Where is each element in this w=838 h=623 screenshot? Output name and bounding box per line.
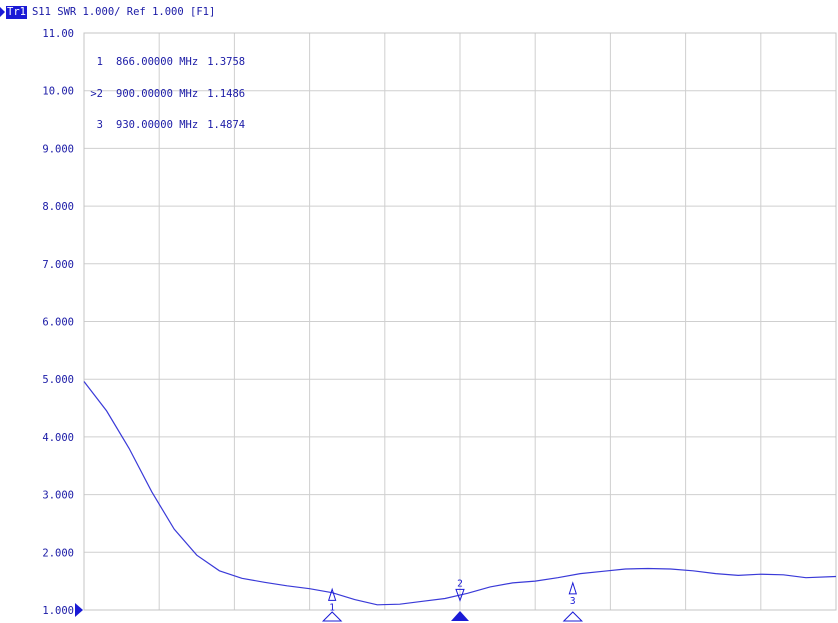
marker-row-3: 3 930.00000 MHz 1.4874 [89,120,245,131]
trace-header: Tr1 S11 SWR 1.000/ Ref 1.000 [F1] [0,4,215,20]
active-trace-arrow-icon [0,7,5,17]
marker-2: 2 [451,578,469,621]
reference-level-arrow-icon [75,603,83,617]
trace-info: S11 SWR 1.000/ Ref 1.000 [F1] [31,6,216,18]
y-tick-label: 9.000 [42,143,74,155]
plot-frame [83,32,837,611]
y-tick-label: 1.000 [42,605,74,617]
marker-pointer-icon [568,581,577,595]
marker-frequency: 930.00000 MHz [116,119,199,131]
trace-layer [83,381,837,606]
marker-value: 1.1486 [207,87,246,100]
y-tick-label: 11.00 [42,28,74,40]
marker-1: 1 [321,587,343,622]
marker-stimulus-icon [562,611,584,622]
marker-pointer-icon [327,587,337,601]
y-axis-tick-labels: 1.000 2.000 3.000 4.000 5.000 6.000 7.000 8.000… [42,28,83,617]
y-tick-label: 4.000 [42,432,74,444]
y-tick-label: 10.00 [42,86,74,98]
marker-value: 1.4874 [207,119,246,131]
trace-badge[interactable]: Tr1 [6,5,27,19]
y-tick-label: 8.000 [42,201,74,213]
active-marker-stimulus-icon [451,611,469,621]
marker-table: 1 866.00000 MHz 1.3758 >2 900.00000 MHz 1.14… [89,36,245,141]
grid [83,32,837,611]
y-tick-label: 3.000 [42,490,74,502]
trace-line [83,381,837,606]
marker-3: 3 [562,581,584,622]
y-tick-label: 6.000 [42,317,74,329]
marker-frequency: 900.00000 MHz [116,87,199,100]
marker-label: 3 [570,596,576,607]
marker-row-2: >2 900.00000 MHz 1.1486 [89,87,246,100]
marker-id: >2 [90,87,103,100]
y-tick-label: 7.000 [42,259,74,271]
y-tick-label: 5.000 [42,374,74,386]
markers-layer: 1 2 3 [321,578,584,622]
marker-label: 1 [329,602,335,613]
marker-stimulus-icon [321,611,343,622]
marker-value: 1.3758 [207,56,246,68]
marker-id: 1 [96,56,103,68]
marker-id: 3 [96,119,103,131]
marker-pointer-icon [455,588,465,602]
marker-row-1: 1 866.00000 MHz 1.3758 [89,57,245,68]
marker-label: 2 [457,578,463,589]
marker-frequency: 866.00000 MHz [116,56,199,68]
y-tick-label: 2.000 [42,547,74,559]
